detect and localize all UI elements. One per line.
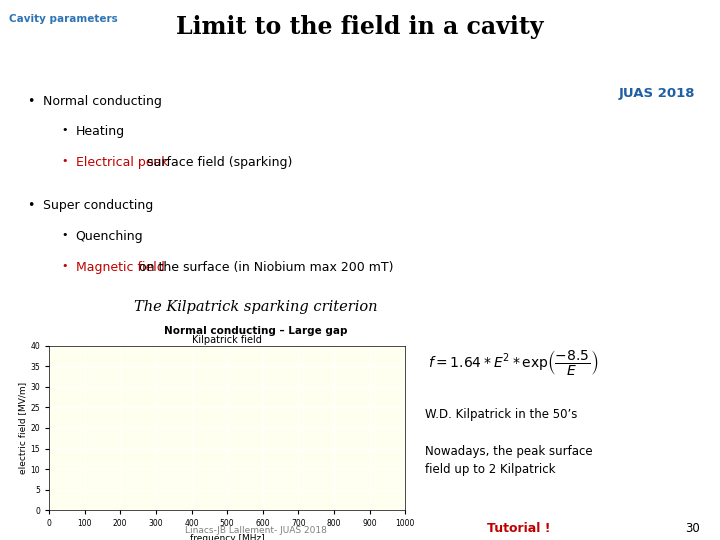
Text: •: •: [61, 125, 68, 136]
Text: •: •: [61, 261, 68, 271]
Text: •: •: [27, 199, 35, 212]
Title: Kilpatrick field: Kilpatrick field: [192, 335, 262, 345]
Text: surface field (sparking): surface field (sparking): [143, 156, 292, 169]
Text: 30: 30: [685, 522, 700, 535]
Text: $f = 1.64 * E^2 * \exp\!\left(\dfrac{-8.5}{E}\right)$: $f = 1.64 * E^2 * \exp\!\left(\dfrac{-8.…: [428, 348, 599, 377]
Text: •: •: [61, 230, 68, 240]
Text: •: •: [61, 156, 68, 166]
Text: Normal conducting: Normal conducting: [43, 94, 162, 107]
Text: •: •: [27, 94, 35, 107]
Text: W.D. Kilpatrick in the 50’s: W.D. Kilpatrick in the 50’s: [425, 408, 577, 421]
Text: Heating: Heating: [76, 125, 125, 138]
Text: Tutorial !: Tutorial !: [487, 522, 550, 535]
Text: Electrical peak: Electrical peak: [76, 156, 168, 169]
Text: Super conducting: Super conducting: [43, 199, 153, 212]
Text: CERN: CERN: [642, 35, 661, 39]
Text: Nowadays, the peak surface
field up to 2 Kilpatrick: Nowadays, the peak surface field up to 2…: [425, 446, 593, 476]
Text: The Kilpatrick sparking criterion: The Kilpatrick sparking criterion: [134, 300, 377, 314]
Y-axis label: electric field [MV/m]: electric field [MV/m]: [19, 382, 27, 474]
Text: JUAS 2018: JUAS 2018: [618, 87, 695, 100]
Text: Linacs-JB Lallement- JUAS 2018: Linacs-JB Lallement- JUAS 2018: [184, 525, 327, 535]
Text: Normal conducting – Large gap: Normal conducting – Large gap: [164, 326, 347, 336]
Text: Limit to the field in a cavity: Limit to the field in a cavity: [176, 15, 544, 39]
Text: Magnetic field: Magnetic field: [76, 261, 164, 274]
X-axis label: frequency [MHz]: frequency [MHz]: [190, 534, 264, 540]
Text: Cavity parameters: Cavity parameters: [9, 14, 118, 24]
Text: Quenching: Quenching: [76, 230, 143, 243]
Text: on the surface (in Niobium max 200 mT): on the surface (in Niobium max 200 mT): [135, 261, 394, 274]
